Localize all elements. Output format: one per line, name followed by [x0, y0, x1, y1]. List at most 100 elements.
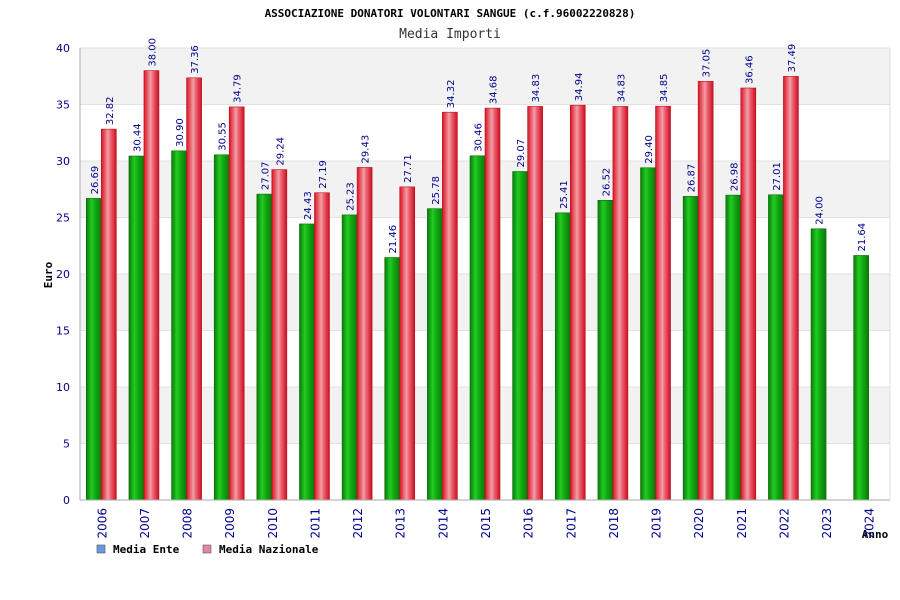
bar-media-ente	[171, 150, 187, 501]
data-label: 34.32	[446, 80, 457, 109]
value-labels: 26.69 32.82 30.44 38.00 30.90 37.36 30.55 34.79…	[90, 38, 868, 254]
data-label: 34.83	[531, 74, 542, 103]
axes	[79, 48, 891, 501]
legend-swatch	[96, 544, 106, 554]
bar-media-nazionale	[399, 186, 416, 501]
chart-title: ASSOCIAZIONE DONATORI VOLONTARI SANGUE (…	[265, 7, 636, 20]
bar-media-ente	[853, 255, 869, 501]
legend-swatch	[202, 544, 212, 554]
data-label: 27.19	[318, 160, 329, 189]
y-tick-label: 20	[56, 268, 70, 281]
x-tick-label: 2019	[650, 508, 664, 539]
bar-media-nazionale	[314, 192, 330, 501]
x-tick-label: 2016	[522, 508, 536, 539]
bar-media-nazionale	[655, 105, 671, 501]
data-label: 29.40	[644, 135, 655, 164]
data-label: 25.78	[431, 176, 442, 205]
data-label: 30.46	[474, 123, 485, 152]
x-tick-label: 2020	[692, 508, 706, 539]
data-label: 38.00	[147, 38, 158, 67]
data-label: 37.49	[787, 44, 798, 73]
x-tick-label: 2022	[777, 508, 791, 539]
bar-media-ente	[597, 200, 614, 501]
data-label: 26.69	[90, 166, 101, 195]
bar-media-ente	[810, 228, 827, 501]
data-label: 24.00	[815, 196, 826, 225]
data-label: 37.05	[702, 49, 713, 78]
bar-media-nazionale	[143, 70, 160, 501]
bar-media-ente	[86, 198, 102, 501]
bar-media-ente	[640, 167, 656, 501]
bar-media-nazionale	[527, 106, 543, 501]
data-label: 24.43	[303, 191, 314, 220]
x-tick-label: 2008	[181, 508, 195, 539]
bar-media-ente	[384, 257, 401, 501]
chart-subtitle: Media Importi	[399, 27, 501, 42]
x-tick-label: 2014	[436, 508, 450, 539]
y-tick-label: 35	[56, 99, 70, 112]
x-tick-label: 2013	[394, 508, 408, 539]
legend-label: Media Nazionale	[219, 543, 319, 556]
data-label: 21.46	[388, 225, 399, 254]
data-label: 30.44	[132, 123, 143, 152]
y-tick-label: 15	[56, 325, 70, 338]
bar-media-nazionale	[101, 128, 117, 501]
bar-media-nazionale	[186, 77, 202, 501]
bar-media-ente	[256, 193, 273, 501]
bar-media-nazionale	[442, 111, 458, 501]
bar-media-nazionale	[612, 106, 629, 501]
bars	[86, 70, 869, 501]
bar-media-nazionale	[697, 81, 714, 501]
data-label: 29.43	[361, 135, 372, 164]
bar-media-nazionale	[783, 76, 799, 501]
y-axis-label: Euro	[42, 261, 55, 288]
bar-media-ente	[128, 155, 145, 501]
bar-media-ente	[768, 194, 784, 501]
bar-media-ente	[512, 171, 528, 501]
bar-media-nazionale	[356, 167, 373, 501]
y-tick-label: 10	[56, 381, 70, 394]
bar-media-ente	[213, 154, 230, 501]
data-label: 30.55	[218, 122, 229, 151]
y-tick-label: 30	[56, 155, 70, 168]
bar-media-ente	[682, 196, 699, 501]
x-tick-label: 2024	[863, 508, 877, 539]
data-label: 27.07	[260, 161, 271, 190]
x-tick-label: 2007	[138, 508, 152, 539]
data-label: 26.98	[729, 162, 740, 191]
data-label: 26.52	[601, 168, 612, 197]
bar-media-ente	[341, 214, 358, 501]
y-tick-label: 25	[56, 212, 70, 225]
x-tick-label: 2009	[223, 508, 237, 539]
data-label: 26.87	[687, 164, 698, 193]
data-label: 37.36	[190, 45, 201, 74]
data-label: 34.68	[489, 75, 500, 104]
x-axis-label: Anno	[862, 528, 889, 541]
x-tick-label: 2015	[479, 508, 493, 539]
legend: Media Ente Media Nazionale	[96, 543, 319, 556]
data-label: 27.71	[403, 154, 414, 183]
data-label: 36.46	[744, 55, 755, 84]
bar-media-nazionale	[271, 169, 288, 501]
data-label: 27.01	[772, 162, 783, 191]
data-label: 30.90	[175, 118, 186, 147]
bar-media-ente	[725, 194, 742, 501]
x-axis-ticks: 2006 2007 2008 2009 2010 2011 2012 2013 2014 2015…	[95, 508, 876, 539]
x-tick-label: 2010	[266, 508, 280, 539]
y-tick-label: 5	[63, 438, 70, 451]
bar-media-ente	[469, 155, 486, 501]
x-tick-label: 2006	[95, 508, 109, 539]
bar-media-ente	[299, 223, 315, 501]
y-tick-label: 0	[63, 494, 70, 507]
data-label: 34.79	[233, 74, 244, 103]
y-axis-ticks: 0 5 10 15 20 25 30 35 40	[56, 42, 70, 507]
data-label: 21.64	[857, 223, 868, 252]
data-label: 34.94	[574, 73, 585, 102]
legend-label: Media Ente	[113, 543, 180, 556]
data-label: 29.24	[275, 137, 286, 166]
bar-media-nazionale	[228, 106, 245, 501]
x-tick-label: 2012	[351, 508, 365, 539]
x-tick-label: 2021	[735, 508, 749, 539]
bar-media-nazionale	[484, 107, 501, 501]
